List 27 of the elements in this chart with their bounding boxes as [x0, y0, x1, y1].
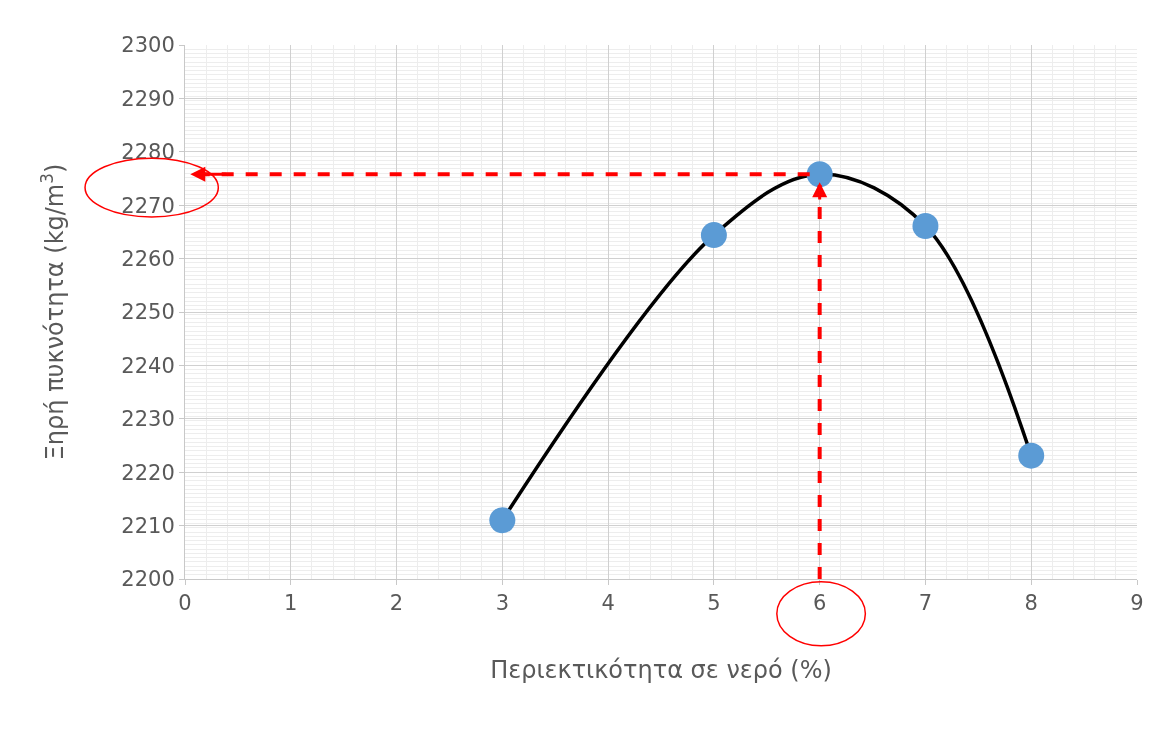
- x-tick-label: 1: [284, 591, 298, 616]
- x-tick-label: 3: [495, 591, 510, 616]
- x-tick-label: 5: [707, 591, 721, 616]
- y-tick-label: 2280: [121, 140, 175, 165]
- x-tick-label: 9: [1130, 591, 1144, 616]
- x-tick-label: 8: [1024, 591, 1038, 616]
- point: [912, 213, 939, 240]
- y-tick-label: 2200: [121, 567, 175, 592]
- x-tick-label: 6: [812, 591, 827, 616]
- y-tick-label: 2230: [121, 407, 175, 432]
- x-axis-title: Περιεκτικότητα σε νερό (%): [490, 655, 832, 684]
- point: [700, 222, 727, 249]
- y-tick-label: 2210: [121, 513, 175, 538]
- x-tick-label: 2: [389, 591, 404, 616]
- x-tick-label: 0: [178, 591, 192, 616]
- x-tick-label: 4: [601, 591, 615, 616]
- y-tick-label: 2260: [121, 246, 175, 271]
- y-tick-label: 2220: [121, 460, 175, 485]
- point: [489, 507, 516, 534]
- point: [806, 161, 833, 188]
- y-tick-label: 2240: [121, 353, 175, 378]
- y-tick-label: 2290: [121, 86, 175, 111]
- y-tick-label: 2270: [121, 193, 175, 218]
- x-tick-label: 7: [918, 591, 933, 616]
- y-tick-label: 2300: [121, 33, 175, 58]
- point: [1018, 442, 1045, 469]
- y-tick-label: 2250: [121, 300, 175, 325]
